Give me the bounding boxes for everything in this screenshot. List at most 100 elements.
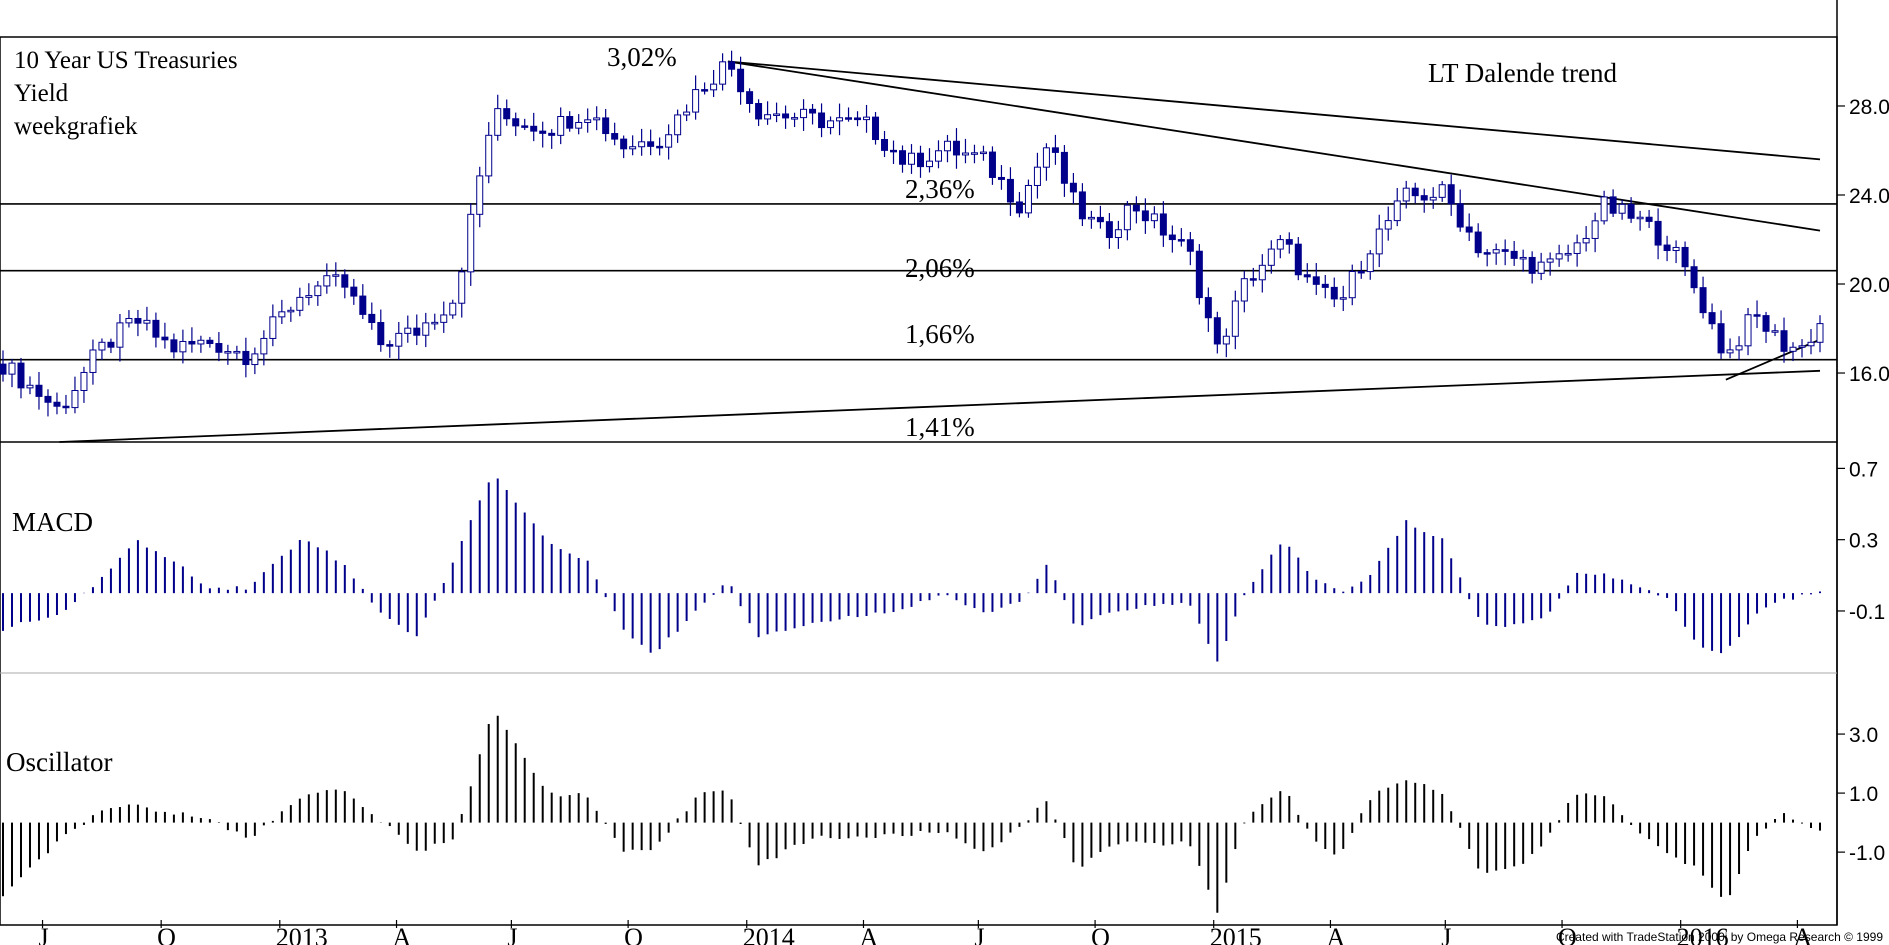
candle-up bbox=[710, 83, 718, 91]
trend-label: LT Dalende trend bbox=[1428, 58, 1617, 88]
candle-up bbox=[557, 116, 565, 136]
candle-up bbox=[674, 114, 682, 136]
candle-down bbox=[1330, 286, 1338, 300]
candle-up bbox=[1816, 323, 1824, 343]
candle-up bbox=[970, 152, 978, 155]
trendline-0 bbox=[59, 369, 1821, 443]
candle-down bbox=[1213, 317, 1221, 345]
candle-up bbox=[296, 296, 304, 311]
candle-up bbox=[1366, 253, 1374, 273]
x-tick-label: O bbox=[1091, 923, 1110, 945]
candle-up bbox=[332, 274, 340, 277]
candle-down bbox=[1717, 323, 1725, 354]
candle-up bbox=[1123, 204, 1131, 231]
candle-down bbox=[35, 384, 43, 397]
candle-up bbox=[584, 119, 592, 123]
candle-up bbox=[1789, 346, 1797, 352]
candle-down bbox=[215, 343, 223, 353]
candle-up bbox=[800, 108, 808, 119]
candle-up bbox=[431, 321, 439, 325]
candle-down bbox=[386, 344, 394, 347]
price-axis-tick-label: 28.0 bbox=[1849, 96, 1889, 119]
candle-up bbox=[1258, 264, 1266, 281]
candle-down bbox=[44, 395, 52, 403]
candle-up bbox=[287, 309, 295, 313]
candle-up bbox=[638, 141, 646, 148]
candle-down bbox=[1654, 220, 1662, 246]
candle-up bbox=[485, 134, 493, 177]
trendline-2 bbox=[727, 60, 1821, 232]
candle-down bbox=[377, 322, 385, 346]
candle-up bbox=[80, 371, 88, 391]
candle-up bbox=[1150, 213, 1158, 222]
candle-up bbox=[260, 337, 268, 355]
candle-up bbox=[8, 362, 16, 375]
candle-up bbox=[827, 120, 835, 129]
candle-up bbox=[836, 117, 844, 122]
x-tick-label: O bbox=[157, 923, 176, 945]
candle-down bbox=[1690, 266, 1698, 289]
candle-down bbox=[1078, 191, 1086, 220]
candle-up bbox=[98, 341, 106, 351]
candle-up bbox=[1636, 216, 1644, 220]
candle-down bbox=[62, 405, 70, 409]
candle-up bbox=[1798, 345, 1806, 348]
plot-frame bbox=[0, 36, 1838, 926]
candle-up bbox=[1429, 196, 1437, 201]
candle-up bbox=[1618, 203, 1626, 214]
candle-up bbox=[692, 89, 700, 113]
candle-down bbox=[1321, 283, 1329, 288]
oscillator-panel bbox=[2, 715, 1821, 913]
candle-up bbox=[1438, 184, 1446, 198]
osc-axis-tick-label: 1.0 bbox=[1849, 783, 1878, 806]
macd-axis-tick-label: -0.1 bbox=[1849, 601, 1885, 624]
x-tick-label: 2014 bbox=[743, 923, 795, 945]
candle-up bbox=[314, 285, 322, 297]
candle-up bbox=[71, 389, 79, 409]
candle-down bbox=[1753, 314, 1761, 317]
candle-up bbox=[1276, 239, 1284, 250]
candle-up bbox=[89, 349, 97, 373]
macd-label: MACD bbox=[12, 507, 93, 537]
candle-up bbox=[179, 340, 187, 353]
oscillator-label: Oscillator bbox=[6, 747, 112, 777]
candle-down bbox=[512, 118, 520, 127]
candle-up bbox=[1546, 258, 1554, 263]
candle-up bbox=[323, 275, 331, 287]
candle-up bbox=[251, 353, 259, 366]
candle-down bbox=[1465, 226, 1473, 233]
candle-down bbox=[656, 145, 664, 149]
candle-down bbox=[1447, 184, 1455, 205]
candle-up bbox=[1672, 246, 1680, 252]
x-tick-label: J bbox=[1441, 923, 1451, 945]
chart-title-line-1: 10 Year US Treasuries bbox=[14, 47, 238, 74]
candle-down bbox=[134, 317, 142, 324]
candle-down bbox=[1420, 195, 1428, 201]
candle-up bbox=[1402, 187, 1410, 202]
candle-down bbox=[818, 112, 826, 129]
candle-down bbox=[997, 176, 1005, 180]
candle-up bbox=[1591, 220, 1599, 239]
x-tick-label: A bbox=[1793, 923, 1812, 945]
candle-down bbox=[1528, 256, 1536, 274]
x-tick-label: A bbox=[1326, 923, 1345, 945]
candle-down bbox=[872, 116, 880, 141]
candle-up bbox=[404, 327, 412, 334]
candle-down bbox=[701, 89, 709, 92]
candle-up bbox=[1393, 200, 1401, 222]
candle-up bbox=[1600, 196, 1608, 222]
candle-down bbox=[881, 139, 889, 151]
candle-up bbox=[1240, 278, 1248, 302]
candle-down bbox=[152, 319, 160, 338]
candle-up bbox=[593, 117, 601, 121]
candle-down bbox=[1195, 250, 1203, 299]
candle-down bbox=[53, 401, 61, 407]
candle-down bbox=[1483, 252, 1491, 255]
candle-down bbox=[1780, 330, 1788, 352]
candle-down bbox=[755, 103, 763, 120]
candle-up bbox=[1339, 297, 1347, 300]
candle-up bbox=[719, 61, 727, 85]
candle-down bbox=[1501, 249, 1509, 252]
candle-down bbox=[916, 152, 924, 168]
candle-up bbox=[764, 114, 772, 120]
